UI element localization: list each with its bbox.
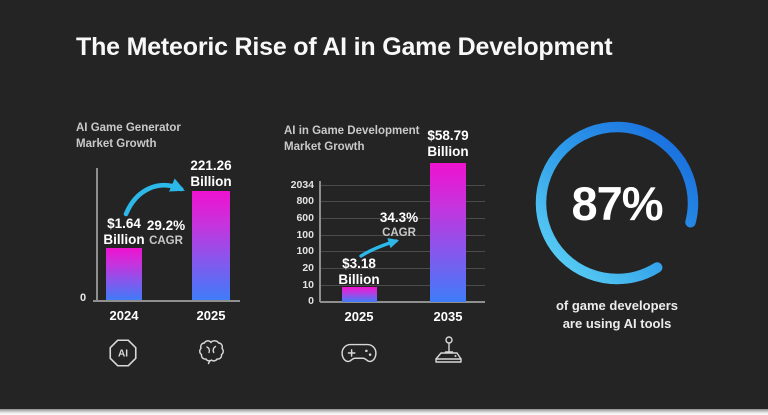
chart2-bar1-value-line1: $3.18 <box>342 256 376 271</box>
chart2-gridline <box>320 235 485 236</box>
chart1-bar1-value-line1: $1.64 <box>107 216 141 231</box>
chart1-bar1-value-line2: Billion <box>103 231 145 247</box>
progress-ring <box>532 118 702 288</box>
stat-caption-line1: of game developers <box>555 298 679 313</box>
chart2-bar-2025 <box>342 287 377 302</box>
chart2-title: AI in Game Development Market Growth <box>284 124 419 155</box>
chart2-gridline <box>320 251 485 252</box>
chart2-tick-1: 800 <box>296 195 314 207</box>
chart2-bar2-value-line1: $58.79 <box>427 128 469 143</box>
stat-caption: of game developers are using AI tools <box>540 297 694 333</box>
chart2-y-axis <box>319 181 321 302</box>
stat-caption-line2: are using AI tools <box>562 316 672 332</box>
chart2-tick-7: 0 <box>308 295 314 307</box>
page-title: The Meteoric Rise of AI in Game Developm… <box>76 33 613 61</box>
chart1-bar-2024 <box>106 248 142 300</box>
chart1-title: AI Game Generator Market Growth <box>76 121 181 152</box>
ai-chip-text: AI <box>118 349 128 360</box>
chart1-cagr-value: 29.2% <box>146 218 186 233</box>
chart2-gridline <box>320 185 485 186</box>
chart1-title-line2: Market Growth <box>76 137 157 150</box>
gamepad-icon <box>340 340 378 366</box>
chart2-tick-3: 100 <box>296 229 314 241</box>
chart2-x-label-2025: 2025 <box>344 309 374 324</box>
chart2-gridline <box>320 268 485 269</box>
chart2-gridline <box>320 285 485 286</box>
chart2-bar2-value-line2: Billion <box>427 143 469 159</box>
chart1-cagr-annotation: 29.2% CAGR <box>142 218 190 249</box>
brain-icon <box>195 336 227 368</box>
chart1-growth-arrow <box>123 178 185 217</box>
chart2-tick-4: 100 <box>296 245 314 257</box>
chart2-tick-2: 600 <box>296 212 314 224</box>
chart2-growth-arrow <box>359 238 400 258</box>
chart1-bar2-value-line1: 221.26 <box>190 158 232 173</box>
chart1-bar2-value: 221.26 Billion <box>183 158 239 189</box>
joystick-icon <box>432 334 464 366</box>
chart2-bar1-value-line2: Billion <box>338 271 380 287</box>
chart2-cagr-value: 34.3% <box>379 210 419 225</box>
chart1-title-line1: AI Game Generator <box>76 122 181 134</box>
chart1-y-axis <box>96 168 98 302</box>
chart1-x-label-2024: 2024 <box>109 308 139 323</box>
chart1-bar-2025 <box>192 191 230 300</box>
chart2-bar-2035 <box>430 163 466 302</box>
chart2-tick-5: 20 <box>302 262 314 274</box>
chart1-bar1-value: $1.64 Billion <box>96 216 152 247</box>
chart2-x-label-2035: 2035 <box>433 309 463 324</box>
chart2-cagr-label: CAGR <box>382 227 416 240</box>
chart1-x-axis <box>93 300 240 302</box>
chart2-gridline <box>320 218 485 219</box>
bottom-edge-strip <box>0 409 768 415</box>
chart2-x-axis <box>320 301 485 303</box>
chart2-bar2-value: $58.79 Billion <box>419 128 477 159</box>
ai-chip-icon: AI <box>106 336 140 370</box>
chart1-cagr-label: CAGR <box>149 235 183 248</box>
chart2-tick-0: 2034 <box>290 179 314 191</box>
chart1-zero-tick: 0 <box>80 292 87 304</box>
chart2-title-line2: Market Growth <box>284 140 365 153</box>
chart2-cagr-annotation: 34.3% CAGR <box>375 210 423 241</box>
chart2-bar1-value: $3.18 Billion <box>331 256 387 287</box>
chart2-tick-6: 10 <box>302 279 314 291</box>
chart1-bar2-value-line2: Billion <box>190 173 232 189</box>
chart2-title-line1: AI in Game Development <box>284 125 420 137</box>
stat-percentage: 87% <box>571 177 663 230</box>
chart1-x-label-2025: 2025 <box>196 308 226 323</box>
chart2-gridline <box>320 201 485 202</box>
